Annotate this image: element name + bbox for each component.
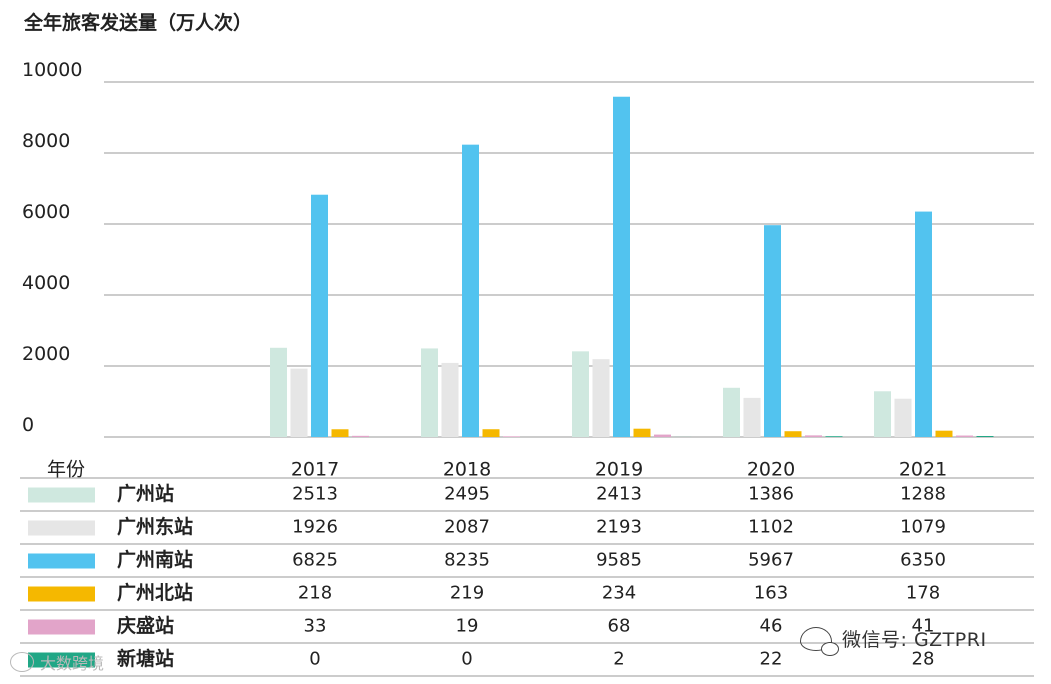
bar [825,436,843,437]
watermark-brand-text: 大数跨境 [40,654,105,673]
bar [290,368,308,437]
watermark-brand: 大数跨境 [10,650,104,674]
y-tick-label: 0 [22,414,34,436]
legend-swatch [28,619,95,635]
data-label: 1386 [748,484,794,505]
data-label: 163 [754,583,788,604]
data-label: 219 [450,583,484,604]
bar [311,194,328,437]
bar [743,397,761,437]
bar [956,435,973,437]
legend-swatch [28,520,95,536]
data-label: 2513 [292,484,338,505]
data-label: 2193 [596,517,642,538]
data-label: 33 [304,616,327,637]
data-label: 218 [298,583,332,604]
data-label: 2413 [596,484,642,505]
legend-swatch [28,652,95,668]
data-label: 1079 [900,517,946,538]
bar [764,225,781,437]
bar [976,436,994,437]
bar [633,428,651,437]
data-label: 41 [912,616,935,637]
legend-label: 广州站 [117,482,174,505]
data-label: 6825 [292,550,338,571]
data-label: 8235 [444,550,490,571]
x-tick-label: 2017 [291,459,339,481]
y-tick-label: 2000 [22,343,70,365]
bar [915,211,932,437]
bar [331,429,349,437]
data-label: 6350 [900,550,946,571]
x-tick-label: 2020 [747,459,795,481]
data-label: 2087 [444,517,490,538]
data-label: 2 [613,649,624,670]
bar [723,387,740,437]
data-label: 0 [461,649,472,670]
legend-label: 广州东站 [117,515,193,538]
x-tick-label: 2021 [899,459,947,481]
bar [592,359,610,437]
bar [572,351,589,437]
bar [784,431,802,437]
legend-label: 广州北站 [117,581,193,604]
data-label: 28 [912,649,935,670]
data-label: 1926 [292,517,338,538]
bar [441,362,459,437]
wechat-icon [800,626,839,656]
data-label: 0 [309,649,320,670]
data-label: 2495 [444,484,490,505]
legend-swatch [28,487,95,503]
bar [894,398,912,437]
y-tick-label: 8000 [22,130,70,152]
data-label: 1102 [748,517,794,538]
bar [654,434,671,437]
data-label: 234 [602,583,636,604]
brand-icon [10,652,34,672]
x-tick-label: 2019 [595,459,643,481]
bar [503,436,520,437]
chart-title: 全年旅客发送量（万人次） [24,12,253,34]
data-label: 1288 [900,484,946,505]
bar [613,96,630,438]
bar [270,347,287,437]
legend-label: 广州南站 [117,548,193,571]
bar [482,429,500,437]
data-label: 5967 [748,550,794,571]
bar [805,435,822,437]
y-tick-label: 4000 [22,272,70,294]
row-header-label: 年份 [47,459,85,481]
data-label: 22 [760,649,783,670]
y-tick-label: 6000 [22,201,70,223]
legend-label: 新塘站 [117,647,174,670]
bar [462,144,479,437]
data-label: 46 [760,616,783,637]
legend-swatch [28,586,95,602]
watermark-wechat: 微信号: GZTPRI [800,625,987,656]
y-tick-label: 10000 [22,59,82,81]
data-label: 68 [608,616,631,637]
data-label: 9585 [596,550,642,571]
bar [935,430,953,437]
legend-swatch [28,553,95,569]
legend-label: 庆盛站 [117,614,174,637]
watermark-wechat-text: 微信号: GZTPRI [842,629,987,651]
x-tick-label: 2018 [443,459,491,481]
data-label: 19 [456,616,479,637]
data-label: 178 [906,583,940,604]
bar [874,391,891,437]
bar [352,435,369,437]
bar [421,348,438,437]
